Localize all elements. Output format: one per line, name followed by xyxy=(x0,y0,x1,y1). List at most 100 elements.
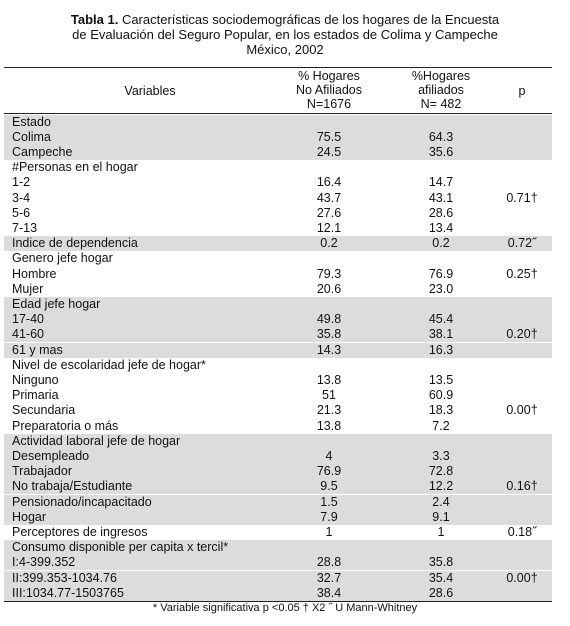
variable-cell: I:4-399.352 xyxy=(12,555,76,570)
percent-cell: 16.3 xyxy=(428,342,454,357)
variable-cell: Campeche xyxy=(12,144,73,159)
variable-cell: Actividad laboral jefe de hogar xyxy=(12,433,181,448)
header-cell: Variables xyxy=(60,84,240,98)
percent-cell: 21.3 xyxy=(316,403,342,418)
variable-cell: Preparatoria o más xyxy=(12,418,119,433)
percent-cell: 51 xyxy=(322,388,336,403)
table-row: Trabajador 76.9 72.8 xyxy=(4,464,552,480)
title-line: México, 2002 xyxy=(246,42,324,57)
variable-cell: Hombre xyxy=(12,266,57,281)
variable-cell: Colima xyxy=(12,129,51,144)
percent-cell: 64.3 xyxy=(428,129,454,144)
variable-cell: Estado xyxy=(12,114,51,129)
percent-cell: 35.8 xyxy=(316,327,342,342)
p-value-cell: 0.72˝ xyxy=(507,236,537,251)
percent-cell: 12.1 xyxy=(316,220,342,235)
table-row: Pensionado/incapacitado 1.5 2.4 xyxy=(4,494,552,510)
variable-cell: 5-6 xyxy=(12,205,31,220)
percent-cell: 13.5 xyxy=(428,372,454,387)
p-value-cell: 0.20† xyxy=(506,327,538,342)
table-row: Desempleado 4 3.3 xyxy=(4,448,552,465)
variable-cell: No trabaja/Estudiante xyxy=(12,479,133,494)
table-label: Tabla 1. xyxy=(70,12,119,27)
table-row: Campeche 24.5 35.6 xyxy=(4,144,552,161)
table-row: Colima 75.5 64.3 xyxy=(4,129,552,145)
p-value-cell: 0.16† xyxy=(506,479,538,494)
percent-cell: 9.5 xyxy=(320,479,338,494)
table-row: Hombre 79.3 76.9 0.25† xyxy=(4,267,552,282)
table-row: 3-4 43.7 43.1 0.71† xyxy=(4,191,552,206)
percent-cell: 28.6 xyxy=(428,585,454,600)
percent-cell: 4 xyxy=(325,448,333,463)
header-line: %Hogares xyxy=(411,69,471,83)
percent-cell: 79.3 xyxy=(316,266,342,281)
variable-cell: 17-40 xyxy=(12,312,44,327)
percent-cell: 1.5 xyxy=(320,494,338,509)
variable-cell: III:1034.77-1503765 xyxy=(12,585,124,600)
variable-cell: Indice de dependencia xyxy=(12,236,138,251)
table-row: Secundaria 21.3 18.3 0.00† xyxy=(4,403,552,418)
percent-cell: 7.9 xyxy=(320,509,338,524)
variable-cell: II:399.353-1034.76 xyxy=(12,570,117,585)
percent-cell: 35.6 xyxy=(428,144,454,159)
header-line: afiliados xyxy=(418,83,464,97)
table-row: Hogar 7.9 9.1 xyxy=(4,509,552,525)
percent-cell: 75.5 xyxy=(316,129,342,144)
header-line: N= 482 xyxy=(420,97,462,111)
title-line: Tabla 1. Características sociodemográfic… xyxy=(0,12,570,27)
p-value-cell: 0.71† xyxy=(506,190,538,205)
header-cell: p xyxy=(494,84,550,98)
percent-cell: 28.6 xyxy=(428,205,454,220)
percent-cell: 3.3 xyxy=(432,448,450,463)
percent-cell: 13.8 xyxy=(316,418,342,433)
header-line: No Afiliados xyxy=(295,83,362,97)
title-text: Características sociodemográficas de los… xyxy=(121,12,500,27)
variable-cell: Nivel de escolaridad jefe de hogar* xyxy=(12,357,206,372)
percent-cell: 1 xyxy=(437,524,445,539)
p-value-cell: 0.25† xyxy=(506,266,538,281)
variable-cell: 7-13 xyxy=(12,220,38,235)
percent-cell: 1 xyxy=(325,524,333,539)
table-row: 7-13 12.1 13.4 xyxy=(4,221,552,236)
variable-cell: Ninguno xyxy=(12,372,59,387)
table-bottom-rule xyxy=(4,601,552,602)
variable-cell: Desempleado xyxy=(12,448,90,463)
table-row: 17-40 49.8 45.4 xyxy=(4,312,552,328)
percent-cell: 38.1 xyxy=(428,327,454,342)
table-row: Primaria 51 60.9 xyxy=(4,388,552,403)
header-rule xyxy=(4,113,552,114)
percent-cell: 38.4 xyxy=(316,585,342,600)
percent-cell: 49.8 xyxy=(316,312,342,327)
percent-cell: 13.8 xyxy=(316,372,342,387)
variable-cell: Edad jefe hogar xyxy=(12,296,101,311)
percent-cell: 0.2 xyxy=(320,236,338,251)
variable-cell: Trabajador xyxy=(12,464,72,479)
percent-cell: 28.8 xyxy=(316,555,342,570)
percent-cell: 14.7 xyxy=(428,175,454,190)
header-line: Variables xyxy=(124,84,176,98)
table-row: Mujer 20.6 23.0 xyxy=(4,282,552,297)
percent-cell: 35.8 xyxy=(428,555,454,570)
table-row: No trabaja/Estudiante 9.5 12.2 0.16† xyxy=(4,479,552,495)
variable-cell: Primaria xyxy=(12,388,59,403)
table-top-rule xyxy=(4,67,552,68)
percent-cell: 27.6 xyxy=(316,205,342,220)
percent-cell: 43.7 xyxy=(316,190,342,205)
percent-cell: 60.9 xyxy=(428,388,454,403)
percent-cell: 7.2 xyxy=(432,418,450,433)
table-row: 5-6 27.6 28.6 xyxy=(4,206,552,221)
percent-cell: 18.3 xyxy=(428,403,454,418)
variable-cell: 1-2 xyxy=(12,175,31,190)
percent-cell: 0.2 xyxy=(432,236,450,251)
table-row: 41-60 35.8 38.1 0.20† xyxy=(4,327,552,343)
percent-cell: 72.8 xyxy=(428,464,454,479)
percent-cell: 9.1 xyxy=(432,509,450,524)
table-row: Estado xyxy=(4,114,552,130)
percent-cell: 16.4 xyxy=(316,175,342,190)
table-row: Genero jefe hogar xyxy=(4,251,552,266)
table-row: I:4-399.352 28.8 35.8 xyxy=(4,555,552,571)
percent-cell: 12.2 xyxy=(428,479,454,494)
percent-cell: 76.9 xyxy=(316,464,342,479)
percent-cell: 45.4 xyxy=(428,312,454,327)
